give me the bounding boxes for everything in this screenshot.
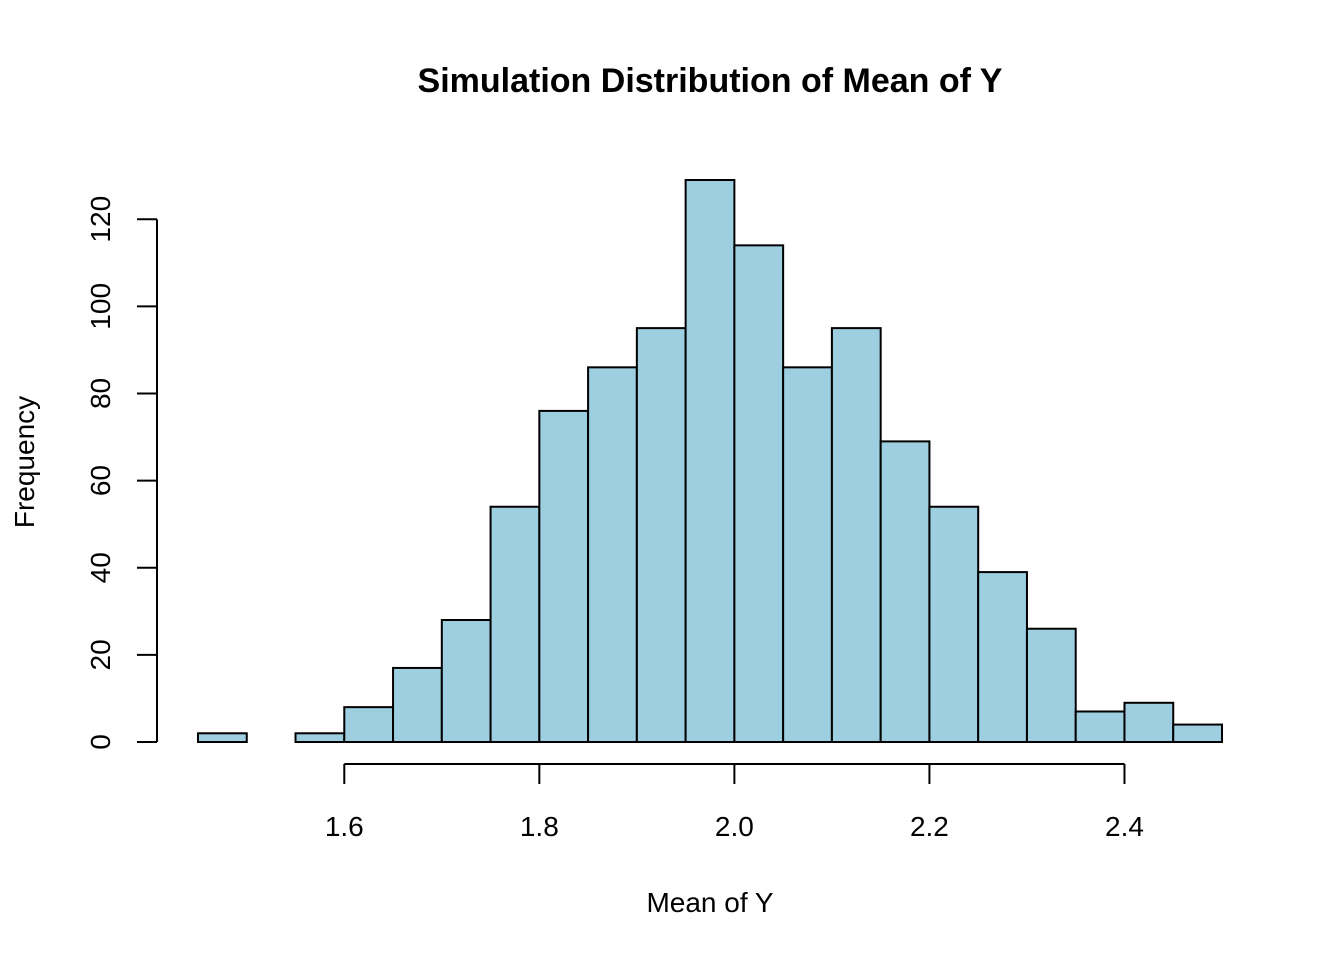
chart-title: Simulation Distribution of Mean of Y: [418, 62, 1003, 100]
y-tick-label: 100: [85, 283, 116, 330]
histogram-bar: [879, 440, 931, 743]
histogram-bar: [294, 732, 346, 743]
y-axis-label: Frequency: [9, 396, 40, 528]
y-axis: 0 20 40 60 80 100 120: [85, 196, 158, 750]
histogram-bar: [197, 732, 248, 743]
x-tick-label: 1.6: [325, 811, 364, 842]
histogram-bar: [587, 366, 638, 743]
x-tick-label: 2.4: [1105, 811, 1144, 842]
y-tick-label: 120: [85, 196, 116, 243]
x-tick-label: 2.0: [715, 811, 754, 842]
histogram-bar: [733, 244, 785, 743]
y-tick-label: 40: [85, 552, 116, 583]
histogram-bar: [343, 706, 395, 743]
x-axis-label: Mean of Y: [646, 887, 773, 918]
x-tick-label: 1.8: [520, 811, 559, 842]
histogram-bar: [830, 327, 882, 743]
histogram-bar: [977, 571, 1028, 743]
y-tick-label: 80: [85, 378, 116, 409]
histogram-bar: [635, 327, 687, 743]
x-tick-label: 2.2: [910, 811, 949, 842]
histogram-bar: [782, 366, 833, 743]
x-axis: 1.6 1.8 2.0 2.2 2.4: [325, 763, 1144, 842]
bars-group: [197, 179, 1223, 744]
histogram-bar: [1025, 627, 1077, 744]
histogram-bar: [1172, 723, 1223, 744]
y-tick-label: 60: [85, 465, 116, 496]
histogram-bar: [489, 505, 541, 743]
y-tick-label: 20: [85, 639, 116, 670]
histogram-bar: [684, 179, 736, 743]
histogram-bar: [1074, 710, 1126, 744]
histogram-bar: [928, 505, 980, 743]
histogram-bar: [538, 409, 590, 743]
histogram-bar: [1123, 701, 1175, 744]
y-tick-label: 0: [85, 734, 116, 750]
histogram-bar: [392, 666, 443, 743]
histogram-bar: [440, 619, 492, 743]
